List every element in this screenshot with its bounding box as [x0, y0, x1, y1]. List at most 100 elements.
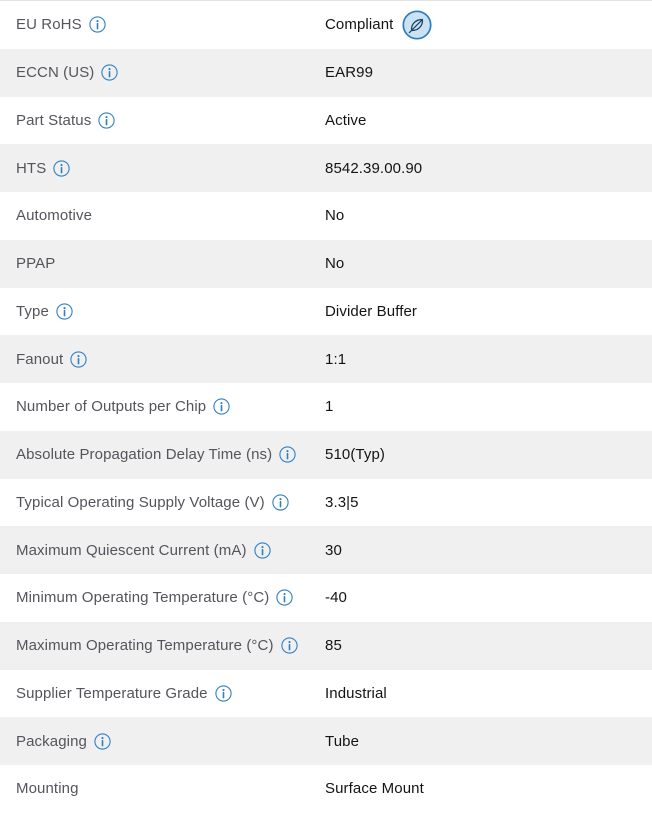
spec-value: Tube: [325, 732, 360, 750]
spec-label-cell: Fanout: [0, 351, 325, 368]
info-icon[interactable]: [70, 350, 87, 368]
spec-label-cell: Mounting: [0, 780, 325, 797]
info-icon[interactable]: [276, 589, 294, 607]
spec-label-cell: Type: [0, 303, 325, 320]
info-icon[interactable]: [279, 446, 296, 463]
spec-value-cell: Compliant: [325, 10, 652, 40]
spec-row: Fanout 1:1: [0, 335, 652, 383]
spec-label: ECCN (US): [16, 64, 95, 82]
spec-value-cell: Industrial: [325, 685, 652, 702]
spec-label-cell: Supplier Temperature Grade: [0, 685, 325, 702]
spec-value-cell: Surface Mount: [325, 780, 652, 797]
spec-label: Minimum Operating Temperature (°C): [16, 589, 270, 607]
spec-label: Maximum Quiescent Current (mA): [16, 541, 247, 559]
spec-value-cell: Tube: [325, 733, 652, 750]
spec-row: Mounting Surface Mount: [0, 765, 652, 813]
spec-label: Maximum Operating Temperature (°C): [16, 637, 274, 655]
spec-value-cell: 8542.39.00.90: [325, 160, 652, 177]
spec-label: Type: [16, 302, 49, 320]
spec-label-cell: Automotive: [0, 207, 325, 224]
spec-row: Minimum Operating Temperature (°C) -40: [0, 574, 652, 622]
spec-value: No: [325, 207, 345, 225]
spec-value-cell: Divider Buffer: [325, 303, 652, 320]
spec-value: 30: [325, 541, 342, 559]
spec-label: Packaging: [16, 732, 87, 750]
spec-row: Supplier Temperature Grade Industrial: [0, 669, 652, 718]
spec-row: ECCN (US) EAR99: [0, 48, 652, 97]
spec-label-cell: Typical Operating Supply Voltage (V): [0, 494, 325, 511]
spec-value: Compliant: [325, 16, 394, 34]
spec-row: Number of Outputs per Chip 1: [0, 383, 652, 431]
spec-row: Packaging Tube: [0, 717, 652, 765]
spec-label-cell: EU RoHS: [0, 16, 325, 33]
rohs-compliant-leaf-icon[interactable]: [402, 10, 432, 40]
spec-label: Supplier Temperature Grade: [16, 684, 208, 702]
spec-value: No: [325, 255, 345, 273]
spec-label-cell: Minimum Operating Temperature (°C): [0, 589, 325, 606]
spec-value: 1:1: [325, 350, 347, 368]
spec-label-cell: Maximum Quiescent Current (mA): [0, 542, 325, 559]
spec-value-cell: No: [325, 207, 652, 224]
spec-row: HTS 8542.39.00.90: [0, 144, 652, 192]
spec-value: 8542.39.00.90: [325, 159, 423, 177]
spec-value-cell: 510(Typ): [325, 446, 652, 463]
info-icon[interactable]: [89, 16, 106, 34]
spec-row: PPAP No: [0, 239, 652, 288]
spec-value-cell: -40: [325, 589, 652, 606]
spec-label-cell: HTS: [0, 160, 325, 177]
info-icon[interactable]: [98, 112, 115, 129]
spec-row: Absolute Propagation Delay Time (ns) 510…: [0, 430, 652, 479]
spec-value: Industrial: [325, 684, 387, 702]
spec-label: Typical Operating Supply Voltage (V): [16, 493, 265, 511]
info-icon[interactable]: [56, 303, 73, 320]
spec-row: Part Status Active: [0, 96, 652, 145]
spec-label-cell: Part Status: [0, 112, 325, 129]
spec-value-cell: 30: [325, 542, 652, 559]
spec-label: EU RoHS: [16, 16, 82, 34]
spec-value-cell: 85: [325, 637, 652, 654]
info-icon[interactable]: [253, 541, 271, 559]
spec-value: 1: [325, 398, 334, 416]
spec-value: Divider Buffer: [325, 302, 417, 320]
spec-value-cell: No: [325, 255, 652, 272]
spec-label-cell: Maximum Operating Temperature (°C): [0, 637, 325, 654]
info-icon[interactable]: [94, 732, 111, 750]
spec-label: Number of Outputs per Chip: [16, 398, 207, 416]
spec-value: 85: [325, 637, 342, 655]
info-icon[interactable]: [214, 685, 232, 702]
spec-label-cell: Absolute Propagation Delay Time (ns): [0, 446, 325, 463]
spec-label: PPAP: [16, 255, 56, 273]
spec-value-cell: 1: [325, 398, 652, 415]
spec-row: EU RoHS Compliant: [0, 1, 652, 49]
spec-value-cell: 1:1: [325, 351, 652, 368]
spec-label: Mounting: [16, 780, 79, 798]
spec-row: Maximum Quiescent Current (mA) 30: [0, 526, 652, 574]
info-icon[interactable]: [213, 398, 230, 416]
spec-row: Typical Operating Supply Voltage (V) 3.3…: [0, 478, 652, 527]
spec-value: Active: [325, 111, 367, 129]
info-icon[interactable]: [53, 159, 70, 177]
spec-value: 3.3|5: [325, 493, 359, 511]
info-icon[interactable]: [101, 64, 119, 81]
spec-label: Automotive: [16, 207, 93, 225]
spec-label-cell: PPAP: [0, 255, 325, 272]
spec-value-cell: Active: [325, 112, 652, 129]
spec-value-cell: 3.3|5: [325, 494, 652, 511]
spec-label: HTS: [16, 159, 47, 177]
spec-label-cell: Packaging: [0, 733, 325, 750]
spec-label: Part Status: [16, 111, 92, 129]
spec-value: 510(Typ): [325, 446, 385, 464]
spec-value: -40: [325, 589, 347, 607]
info-icon[interactable]: [272, 494, 289, 511]
spec-row: Maximum Operating Temperature (°C) 85: [0, 621, 652, 670]
spec-label-cell: ECCN (US): [0, 64, 325, 81]
spec-label: Absolute Propagation Delay Time (ns): [16, 446, 273, 464]
spec-row: Automotive No: [0, 192, 652, 240]
spec-value: EAR99: [325, 64, 374, 82]
spec-value-cell: EAR99: [325, 64, 652, 81]
spec-value: Surface Mount: [325, 780, 424, 798]
info-icon[interactable]: [280, 637, 298, 654]
spec-row: Type Divider Buffer: [0, 287, 652, 336]
spec-label: Fanout: [16, 350, 64, 368]
